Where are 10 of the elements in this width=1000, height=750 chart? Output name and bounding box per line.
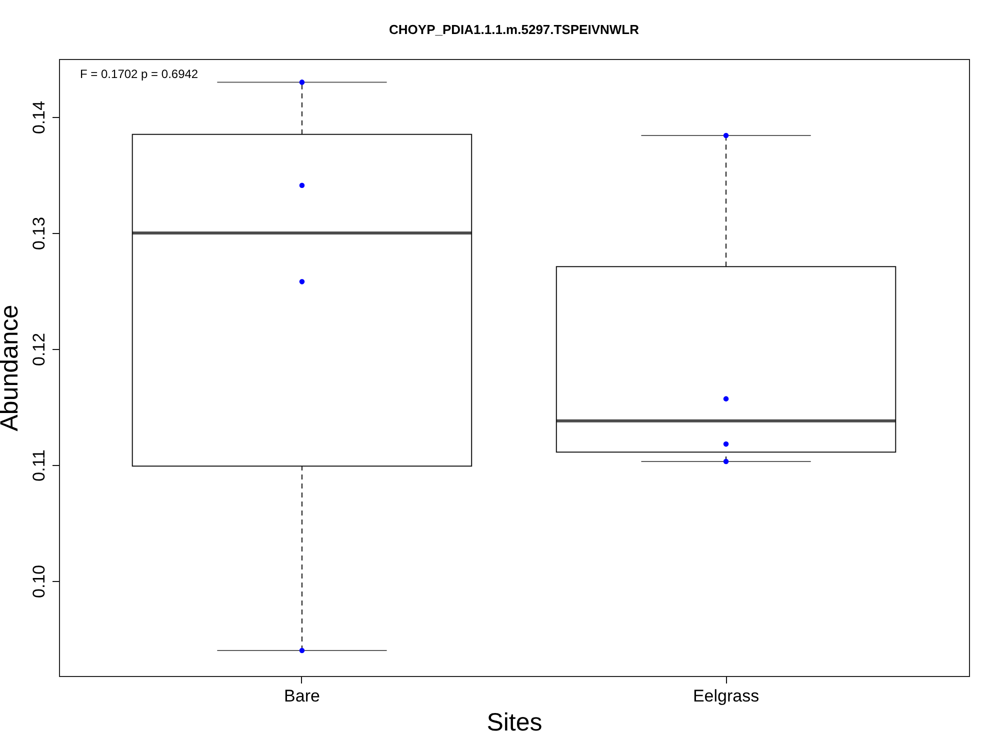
y-tick-label: 0.12 — [30, 332, 48, 366]
y-tick-label: 0.11 — [30, 450, 48, 482]
y-tick-label: 0.13 — [30, 216, 48, 250]
y-tick-label: 0.10 — [30, 564, 48, 598]
y-tick-label: 0.14 — [30, 100, 48, 134]
chart-title: CHOYP_PDIA1.1.1.m.5297.TSPEIVNWLR — [389, 22, 640, 37]
x-tick-label: Bare — [284, 686, 320, 706]
x-axis-title: Sites — [486, 708, 542, 736]
x-tick-label: Eelgrass — [692, 686, 760, 706]
annotation: F = 0.1702 p = 0.6942 — [80, 67, 198, 81]
